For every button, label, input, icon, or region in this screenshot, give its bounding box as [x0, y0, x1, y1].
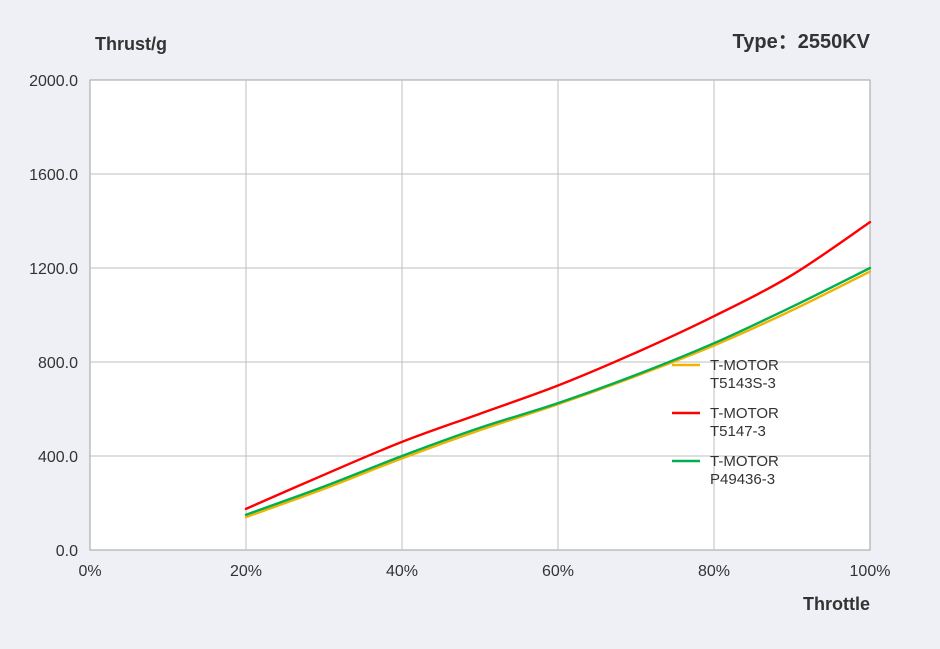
legend-label-2: T-MOTORP49436-3 — [710, 453, 779, 488]
svg-text:2000.0: 2000.0 — [29, 73, 78, 90]
chart-type-label: Type：2550KV — [733, 31, 871, 53]
x-axis-title: Throttle — [803, 594, 870, 614]
thrust-throttle-chart: 0% 20% 40% 60% 80% 100% 0.0 400.0 800.0 1200.0 160… — [0, 0, 940, 649]
legend-label-0: T-MOTORT5143S-3 — [710, 357, 779, 392]
svg-text:400.0: 400.0 — [38, 449, 78, 466]
y-axis-title: Thrust/g — [95, 34, 167, 54]
svg-text:0%: 0% — [78, 563, 101, 580]
svg-text:100%: 100% — [850, 563, 891, 580]
svg-text:40%: 40% — [386, 563, 418, 580]
svg-text:60%: 60% — [542, 563, 574, 580]
svg-text:20%: 20% — [230, 563, 262, 580]
svg-text:1600.0: 1600.0 — [29, 167, 78, 184]
svg-text:0.0: 0.0 — [56, 543, 78, 560]
svg-text:80%: 80% — [698, 563, 730, 580]
svg-text:800.0: 800.0 — [38, 355, 78, 372]
svg-text:1200.0: 1200.0 — [29, 261, 78, 278]
